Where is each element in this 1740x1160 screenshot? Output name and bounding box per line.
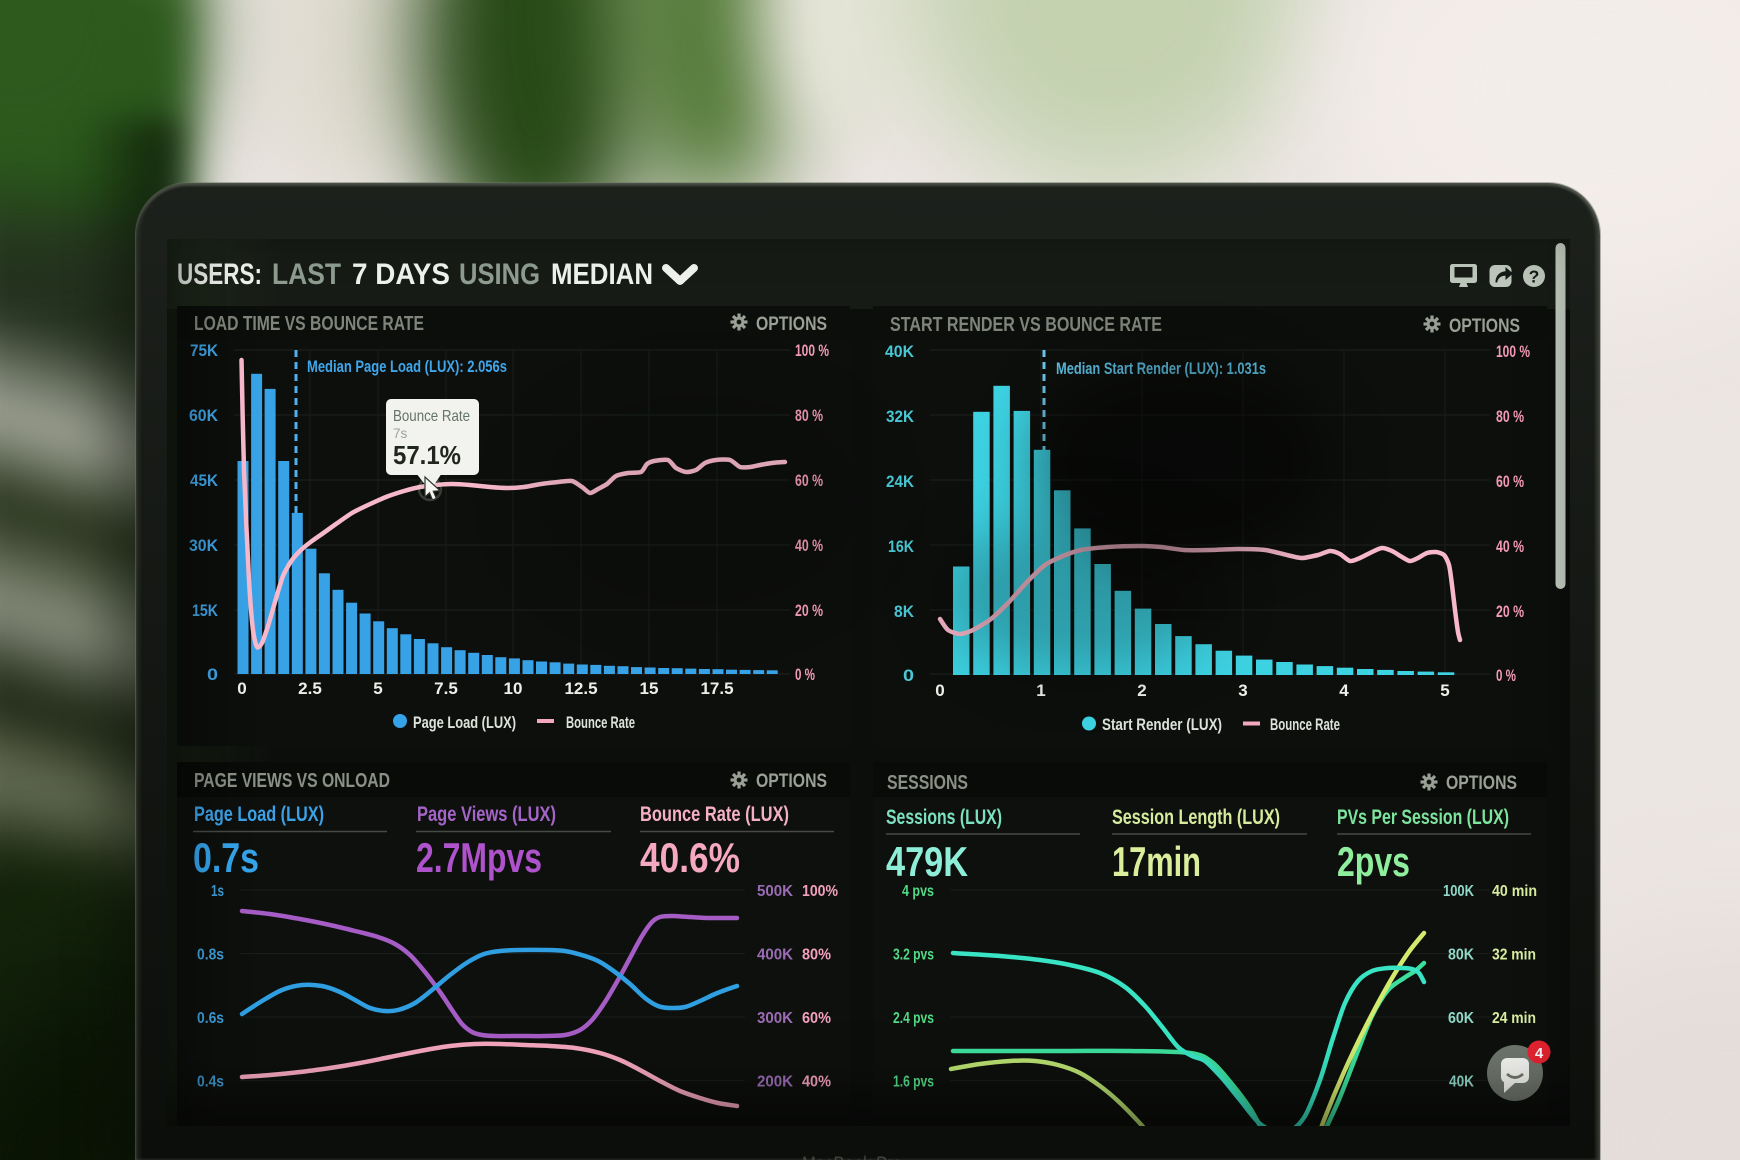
svg-text:200K: 200K — [757, 1074, 793, 1091]
svg-text:80%: 80% — [802, 947, 831, 964]
svg-text:15: 15 — [640, 679, 659, 698]
svg-text:17min: 17min — [1112, 838, 1201, 885]
svg-text:12.5: 12.5 — [564, 679, 597, 698]
svg-text:32K: 32K — [886, 407, 915, 426]
svg-text:40 min: 40 min — [1492, 883, 1537, 900]
svg-text:32 min: 32 min — [1492, 947, 1536, 964]
svg-text:USERS:: USERS: — [177, 258, 262, 291]
svg-text:Sessions (LUX): Sessions (LUX) — [886, 806, 1002, 829]
svg-text:Bounce Rate: Bounce Rate — [1270, 715, 1340, 734]
svg-text:PAGE VIEWS VS ONLOAD: PAGE VIEWS VS ONLOAD — [194, 770, 390, 792]
svg-text:100K: 100K — [1443, 883, 1474, 900]
svg-text:15K: 15K — [192, 601, 219, 620]
svg-text:0.6s: 0.6s — [197, 1010, 224, 1027]
svg-text:Median Page Load (LUX): 2.056s: Median Page Load (LUX): 2.056s — [307, 357, 507, 376]
svg-text:PVs Per Session (LUX): PVs Per Session (LUX) — [1337, 806, 1509, 829]
svg-text:80K: 80K — [1448, 947, 1474, 964]
svg-text:479K: 479K — [886, 838, 968, 885]
svg-text:OPTIONS: OPTIONS — [1449, 316, 1520, 337]
svg-text:2.7Mpvs: 2.7Mpvs — [416, 834, 542, 881]
svg-text:1: 1 — [1036, 681, 1045, 700]
svg-text:OPTIONS: OPTIONS — [756, 771, 827, 792]
svg-text:3.2 pvs: 3.2 pvs — [893, 947, 934, 964]
svg-text:1s: 1s — [211, 883, 224, 900]
svg-text:Page Load (LUX): Page Load (LUX) — [194, 803, 324, 826]
svg-text:2: 2 — [1137, 681, 1146, 700]
svg-text:0 %: 0 % — [1496, 666, 1516, 685]
svg-text:40K: 40K — [1449, 1074, 1474, 1091]
svg-text:30K: 30K — [189, 536, 219, 555]
svg-text:Page Load (LUX): Page Load (LUX) — [413, 713, 516, 732]
svg-text:24K: 24K — [886, 472, 915, 491]
svg-text:Page Views (LUX): Page Views (LUX) — [417, 803, 556, 826]
svg-text:4: 4 — [1339, 681, 1349, 700]
svg-text:START RENDER VS BOUNCE RATE: START RENDER VS BOUNCE RATE — [890, 314, 1162, 336]
svg-text:0: 0 — [237, 679, 246, 698]
svg-text:LOAD TIME VS BOUNCE RATE: LOAD TIME VS BOUNCE RATE — [194, 313, 424, 335]
svg-text:80 %: 80 % — [1496, 407, 1524, 426]
svg-text:40K: 40K — [885, 342, 915, 361]
svg-text:2pvs: 2pvs — [1337, 838, 1410, 885]
svg-text:OPTIONS: OPTIONS — [756, 314, 827, 335]
svg-text:MacBook Pro: MacBook Pro — [802, 1153, 902, 1160]
svg-text:0: 0 — [935, 681, 944, 700]
svg-text:2.5: 2.5 — [298, 679, 322, 698]
svg-text:60 %: 60 % — [1496, 472, 1524, 491]
svg-text:20 %: 20 % — [795, 601, 823, 620]
svg-text:4 pvs: 4 pvs — [902, 883, 934, 900]
svg-text:5: 5 — [373, 679, 382, 698]
svg-text:1.6 pvs: 1.6 pvs — [893, 1074, 934, 1091]
svg-text:45K: 45K — [190, 471, 219, 490]
svg-text:57.1%: 57.1% — [393, 440, 461, 470]
svg-text:Bounce Rate: Bounce Rate — [566, 713, 635, 732]
svg-text:60K: 60K — [189, 406, 219, 425]
svg-text:100 %: 100 % — [795, 341, 829, 360]
svg-text:Bounce Rate: Bounce Rate — [393, 408, 470, 425]
svg-text:0 %: 0 % — [795, 665, 815, 684]
svg-text:60K: 60K — [1448, 1010, 1474, 1027]
svg-text:Start Render (LUX): Start Render (LUX) — [1102, 715, 1222, 734]
svg-text:300K: 300K — [757, 1010, 793, 1027]
svg-text:LAST: LAST — [272, 258, 341, 291]
svg-text:MEDIAN: MEDIAN — [551, 258, 653, 291]
svg-text:Bounce Rate (LUX): Bounce Rate (LUX) — [640, 803, 789, 826]
svg-text:17.5: 17.5 — [700, 679, 733, 698]
svg-text:24 min: 24 min — [1492, 1010, 1536, 1027]
svg-text:0.8s: 0.8s — [197, 947, 224, 964]
svg-text:?: ? — [1529, 267, 1540, 287]
svg-text:16K: 16K — [888, 537, 915, 556]
svg-text:0: 0 — [903, 666, 914, 685]
svg-text:0.7s: 0.7s — [193, 834, 259, 881]
svg-text:500K: 500K — [757, 883, 793, 900]
svg-text:40%: 40% — [802, 1074, 831, 1091]
svg-text:7s: 7s — [393, 426, 408, 441]
svg-text:75K: 75K — [190, 341, 219, 360]
svg-text:40 %: 40 % — [1496, 537, 1524, 556]
svg-text:7.5: 7.5 — [434, 679, 458, 698]
svg-text:20 %: 20 % — [1496, 602, 1524, 621]
svg-text:0.4s: 0.4s — [197, 1074, 224, 1091]
svg-text:7 DAYS: 7 DAYS — [352, 258, 450, 291]
svg-text:60%: 60% — [802, 1010, 831, 1027]
svg-text:2.4 pvs: 2.4 pvs — [893, 1010, 934, 1027]
svg-text:0: 0 — [207, 665, 218, 684]
svg-text:40.6%: 40.6% — [640, 834, 740, 881]
svg-text:3: 3 — [1238, 681, 1247, 700]
svg-text:4: 4 — [1535, 1045, 1544, 1062]
svg-text:OPTIONS: OPTIONS — [1446, 773, 1517, 794]
svg-text:Session Length (LUX): Session Length (LUX) — [1112, 806, 1280, 829]
svg-text:5: 5 — [1440, 681, 1449, 700]
svg-text:400K: 400K — [757, 947, 793, 964]
svg-text:USING: USING — [459, 258, 540, 291]
svg-text:100 %: 100 % — [1496, 342, 1530, 361]
svg-text:SESSIONS: SESSIONS — [887, 772, 968, 794]
svg-text:8K: 8K — [894, 602, 915, 621]
svg-text:10: 10 — [504, 679, 523, 698]
svg-text:100%: 100% — [802, 883, 838, 900]
